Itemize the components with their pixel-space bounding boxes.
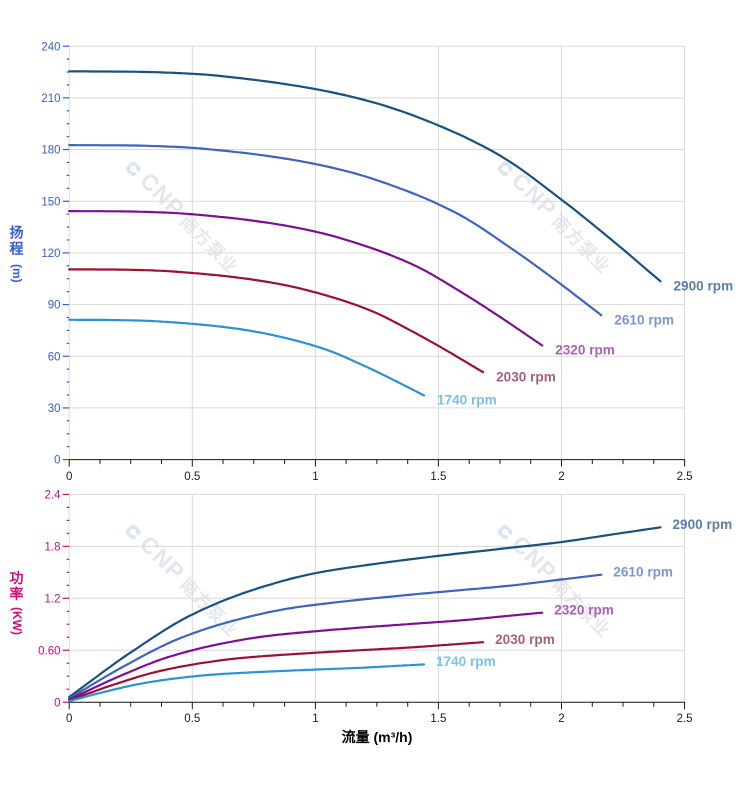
- svg-text:120: 120: [41, 248, 60, 260]
- svg-text:率: 率: [10, 586, 24, 602]
- svg-text:180: 180: [41, 145, 60, 157]
- svg-text:1.5: 1.5: [430, 471, 446, 483]
- svg-text:流量 (m³/h): 流量 (m³/h): [342, 729, 413, 745]
- svg-text:1740 rpm: 1740 rpm: [437, 393, 497, 408]
- svg-text:1.5: 1.5: [430, 713, 446, 725]
- svg-text:(KW): (KW): [10, 607, 24, 635]
- svg-text:240: 240: [41, 41, 60, 53]
- svg-text:2320 rpm: 2320 rpm: [555, 343, 615, 358]
- svg-text:2900 rpm: 2900 rpm: [673, 517, 733, 532]
- svg-text:扬: 扬: [10, 225, 24, 241]
- svg-text:2030 rpm: 2030 rpm: [495, 632, 555, 647]
- svg-text:150: 150: [41, 196, 60, 208]
- svg-text:2.5: 2.5: [677, 471, 693, 483]
- svg-text:1740 rpm: 1740 rpm: [436, 654, 496, 669]
- svg-text:2.5: 2.5: [677, 713, 693, 725]
- svg-text:2030 rpm: 2030 rpm: [496, 369, 556, 384]
- svg-text:2610 rpm: 2610 rpm: [613, 565, 673, 580]
- svg-text:2610 rpm: 2610 rpm: [614, 312, 674, 327]
- svg-text:60: 60: [48, 351, 61, 363]
- svg-text:0: 0: [54, 697, 60, 709]
- svg-text:0: 0: [66, 471, 72, 483]
- svg-text:0: 0: [66, 713, 72, 725]
- svg-text:功: 功: [10, 570, 24, 586]
- svg-text:2: 2: [558, 471, 564, 483]
- svg-text:1: 1: [312, 471, 318, 483]
- svg-text:(m): (m): [10, 264, 24, 283]
- svg-text:1.8: 1.8: [45, 542, 61, 554]
- svg-text:210: 210: [41, 93, 60, 105]
- svg-text:2320 rpm: 2320 rpm: [554, 603, 614, 618]
- svg-text:0.60: 0.60: [38, 645, 60, 657]
- svg-text:程: 程: [10, 241, 24, 257]
- svg-text:2.4: 2.4: [45, 490, 62, 502]
- svg-text:0.5: 0.5: [184, 713, 200, 725]
- svg-text:30: 30: [48, 403, 61, 415]
- svg-text:0: 0: [54, 455, 60, 467]
- svg-text:1.2: 1.2: [45, 593, 61, 605]
- svg-text:90: 90: [48, 300, 61, 312]
- svg-text:2900 rpm: 2900 rpm: [674, 279, 734, 294]
- svg-text:2: 2: [558, 713, 564, 725]
- svg-text:1: 1: [312, 713, 318, 725]
- svg-text:0.5: 0.5: [184, 471, 200, 483]
